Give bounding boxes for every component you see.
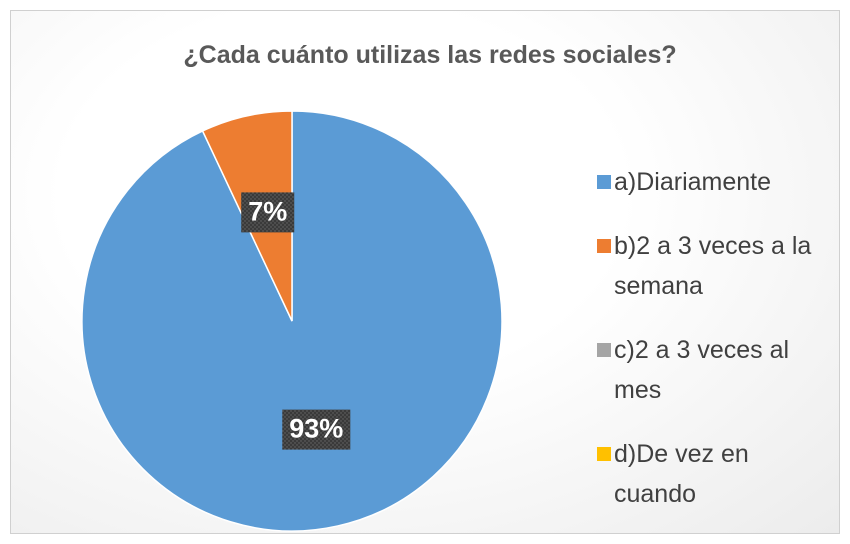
legend-swatch (597, 447, 611, 461)
legend-swatch (597, 343, 611, 357)
data-label-box (241, 192, 295, 233)
chart-title: ¿Cada cuánto utilizas las redes sociales… (183, 41, 676, 69)
legend-item: b)2 a 3 veces a la semana (592, 226, 827, 306)
legend-label: b)2 a 3 veces a la semana (614, 232, 812, 300)
legend-swatch (597, 175, 611, 189)
legend-label: c)2 a 3 veces al mes (614, 336, 790, 404)
legend-item: c)2 a 3 veces al mes (592, 330, 827, 410)
legend-label: d)De vez en cuando (614, 440, 749, 508)
legend-item: d)De vez en cuando (592, 434, 789, 514)
legend-label: a)Diariamente (614, 168, 772, 196)
data-label: 7% (248, 197, 287, 227)
legend-swatch (597, 239, 611, 253)
legend: a)Diariamente b)2 a 3 veces a la semana c)… (592, 162, 827, 538)
data-label-box (282, 409, 351, 450)
legend-item: a)Diariamente (592, 162, 827, 202)
data-label: 93% (289, 414, 343, 444)
